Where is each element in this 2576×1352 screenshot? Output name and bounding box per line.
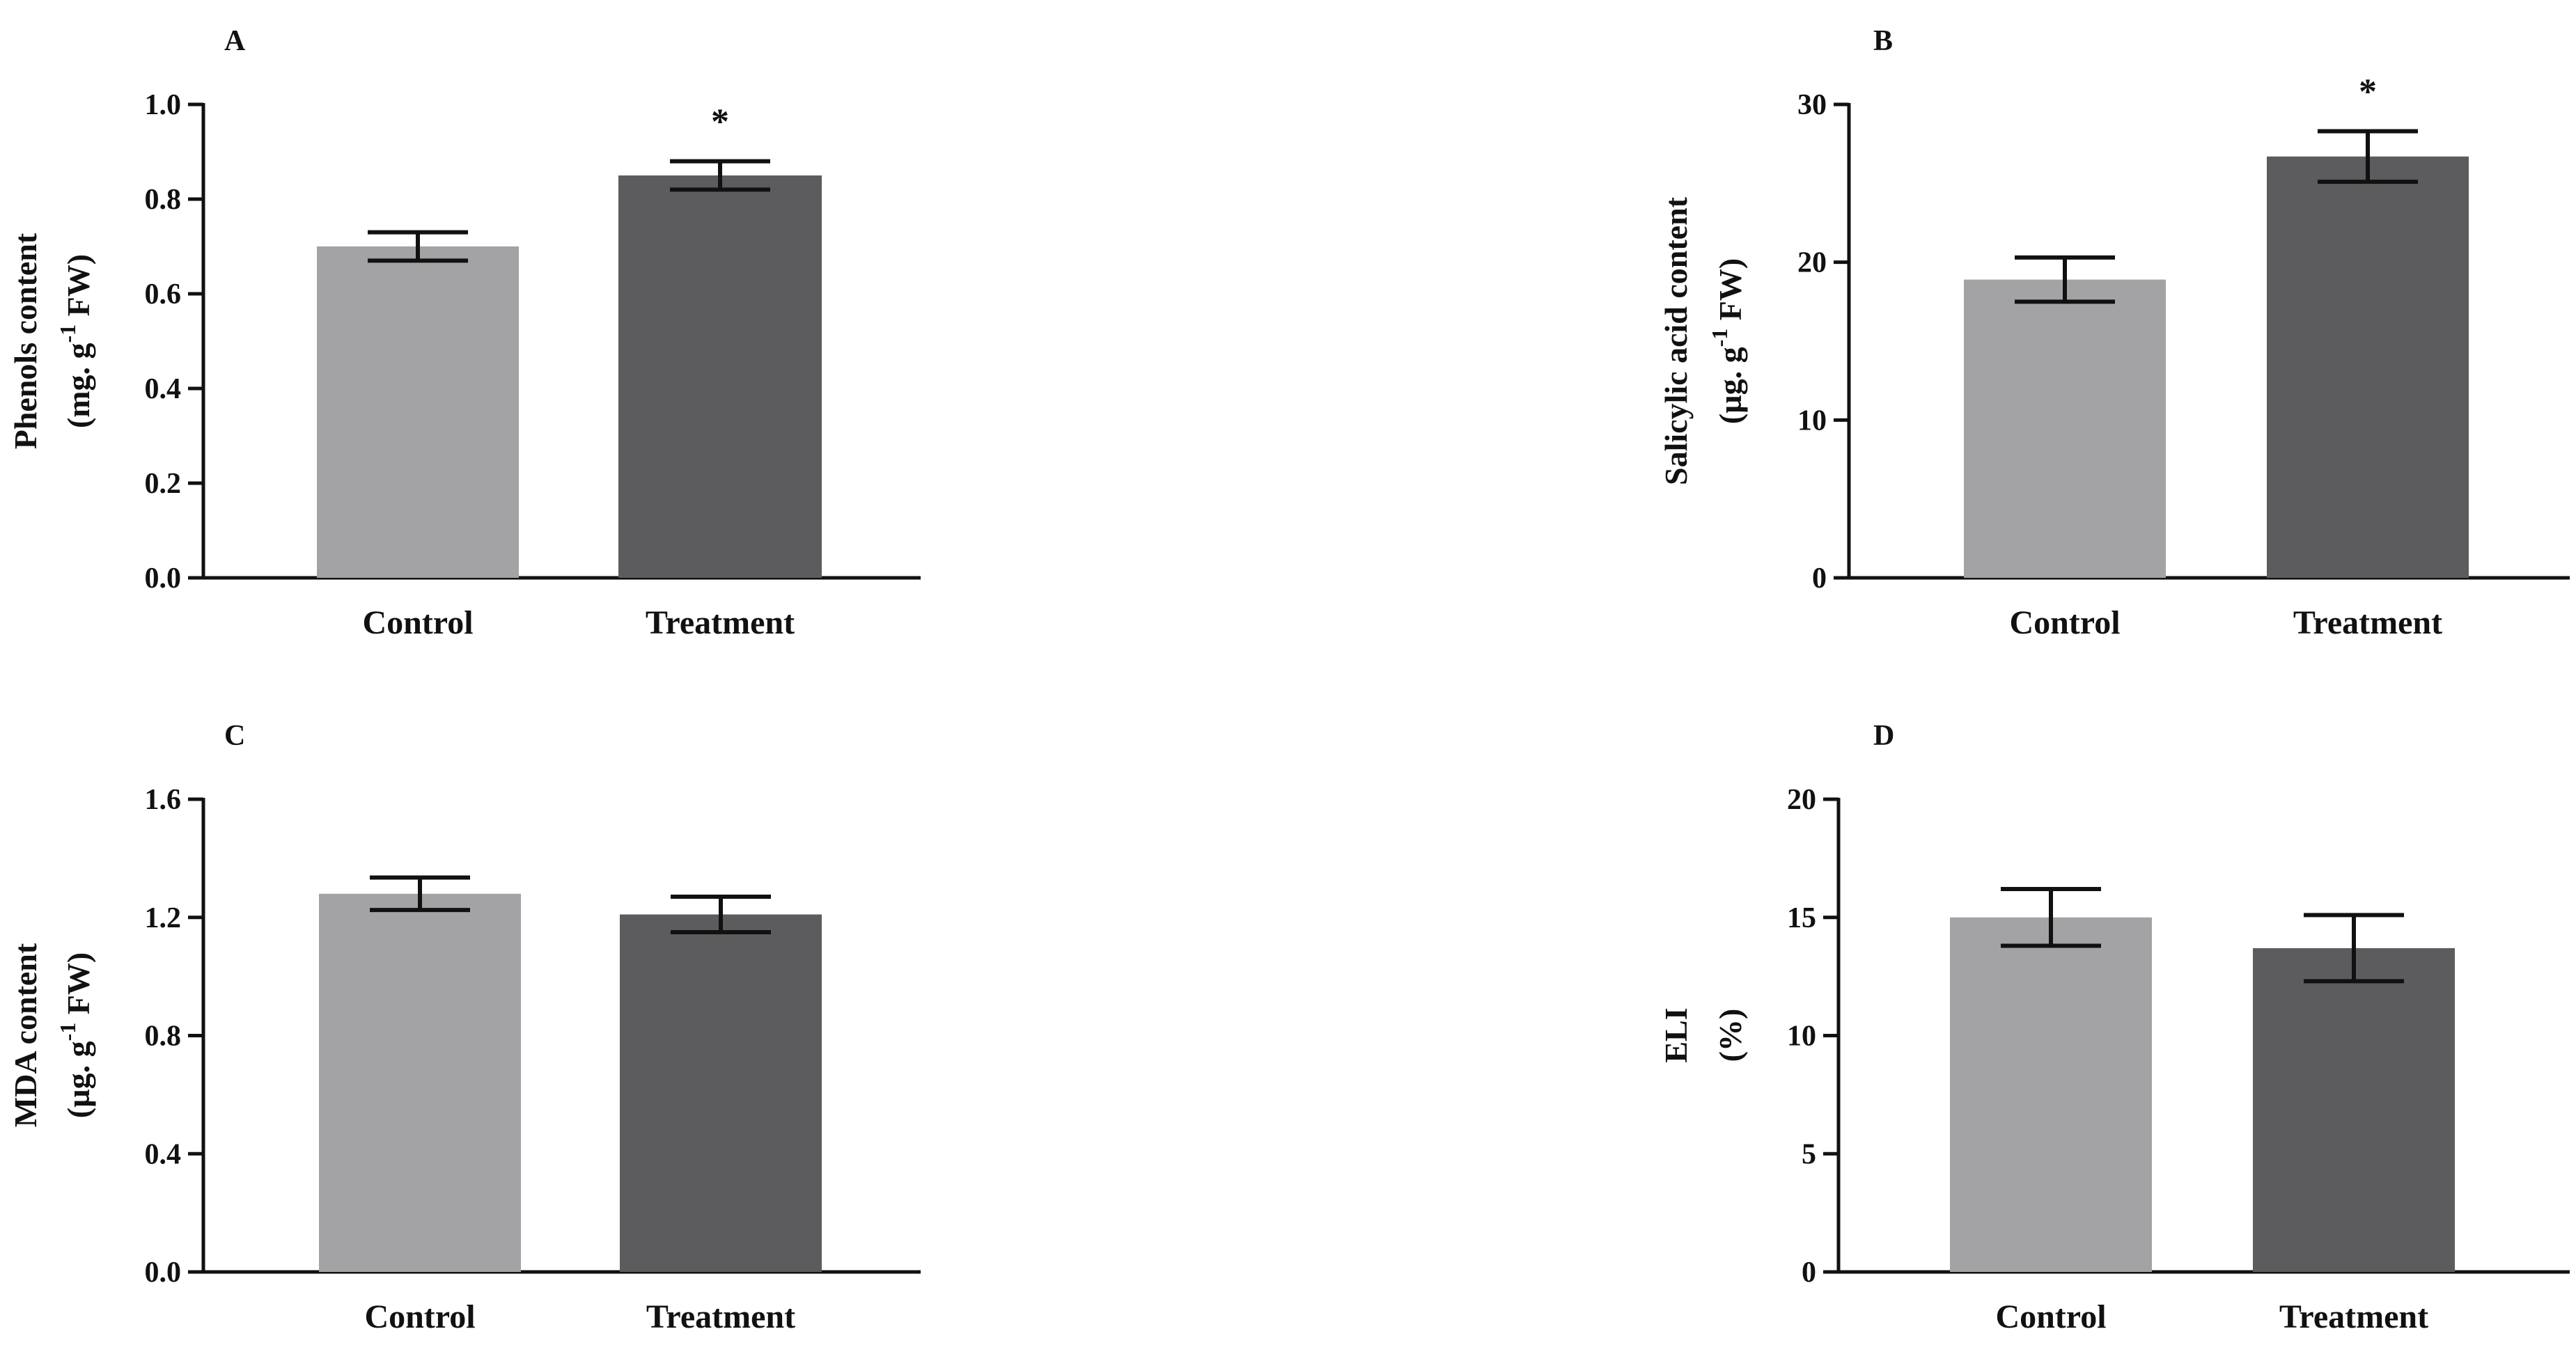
category-label: Treatment bbox=[646, 604, 795, 641]
bar-control bbox=[319, 893, 521, 1272]
category-label: Treatment bbox=[646, 1298, 795, 1335]
y-tick-label: 20 bbox=[1787, 784, 1816, 816]
panel-letter: D bbox=[1873, 720, 1894, 752]
y-axis-label-line2: (µg. g-1 FW) bbox=[1707, 258, 1748, 424]
y-tick-label: 1.2 bbox=[145, 902, 182, 934]
y-tick-label: 0.8 bbox=[145, 1021, 182, 1053]
panel-letter: A bbox=[224, 25, 246, 57]
category-label: Treatment bbox=[2293, 604, 2442, 641]
y-tick-label: 0 bbox=[1812, 563, 1827, 595]
y-axis-label-unit-prefix: (%) bbox=[1712, 1009, 1748, 1062]
y-tick-label: 0.6 bbox=[145, 278, 182, 311]
y-axis-label-unit-prefix: (µg. g bbox=[1712, 347, 1748, 424]
y-tick-label: 0.8 bbox=[145, 184, 182, 216]
significance-mark: * bbox=[711, 102, 729, 142]
y-axis-label-superscript: -1 bbox=[55, 1023, 80, 1041]
bar-control bbox=[1964, 279, 2166, 578]
y-tick-label: 0.4 bbox=[145, 1138, 182, 1170]
y-axis-label-line2: (mg. g-1 FW) bbox=[55, 254, 96, 428]
category-label: Treatment bbox=[2279, 1298, 2428, 1335]
panel-letter: B bbox=[1873, 25, 1893, 57]
category-label: Control bbox=[364, 1298, 475, 1335]
y-axis-label-unit-prefix: (µg. g bbox=[61, 1041, 96, 1118]
panel-letter: C bbox=[224, 720, 245, 752]
y-axis-label-superscript: -1 bbox=[55, 324, 80, 343]
y-axis-label-line1: Salicylic acid content bbox=[1658, 196, 1694, 485]
significance-mark: * bbox=[2359, 72, 2377, 112]
y-axis-label-superscript: -1 bbox=[1707, 329, 1732, 347]
y-tick-label: 5 bbox=[1802, 1138, 1816, 1170]
y-axis-label-line1: ELI bbox=[1658, 1007, 1694, 1062]
y-axis-label-unit-suffix: FW) bbox=[61, 254, 96, 324]
y-tick-label: 0.4 bbox=[145, 373, 182, 405]
bar-treatment bbox=[618, 175, 822, 578]
y-tick-label: 0 bbox=[1802, 1257, 1816, 1289]
y-axis-label-unit-suffix: FW) bbox=[61, 952, 96, 1023]
y-tick-label: 10 bbox=[1787, 1021, 1816, 1053]
bar-treatment bbox=[2267, 156, 2469, 579]
panel-b: B 0 10 20 30 Control Treatment * Salicylic acid … bbox=[1658, 25, 2570, 641]
y-tick-label: 30 bbox=[1797, 89, 1827, 121]
y-tick-label: 0.0 bbox=[145, 1257, 182, 1289]
y-axis-label-unit-prefix: (mg. g bbox=[61, 343, 96, 428]
panel-c: C 0.0 0.4 0.8 1.2 1.6 Control Treatment MDA cont… bbox=[8, 720, 921, 1335]
bar-treatment bbox=[620, 914, 822, 1272]
category-label: Control bbox=[362, 604, 473, 641]
y-axis-label-line1: Phenols content bbox=[8, 233, 43, 449]
bar-treatment bbox=[2253, 948, 2455, 1272]
bar-control bbox=[1950, 917, 2152, 1272]
category-label: Control bbox=[2009, 604, 2120, 641]
y-tick-label: 20 bbox=[1797, 247, 1827, 279]
y-tick-label: 1.6 bbox=[145, 784, 182, 816]
panel-d: D 0 5 10 15 20 Control Treatment ELI (%) bbox=[1658, 720, 2570, 1335]
y-tick-label: 1.0 bbox=[145, 89, 182, 121]
y-tick-label: 10 bbox=[1797, 404, 1827, 437]
panel-a: A 0.0 0.2 0.4 0.6 0.8 1.0 Control Treatment * Phen… bbox=[8, 25, 921, 641]
bar-control bbox=[317, 246, 519, 578]
y-tick-label: 0.0 bbox=[145, 563, 182, 595]
y-axis-label-line2: (%) bbox=[1712, 1009, 1748, 1062]
y-tick-label: 0.2 bbox=[145, 468, 182, 500]
y-axis-label-line2: (µg. g-1 FW) bbox=[55, 952, 96, 1118]
y-axis-label-unit-suffix: FW) bbox=[1712, 258, 1748, 329]
y-tick-label: 15 bbox=[1787, 902, 1816, 934]
y-axis-label-line1: MDA content bbox=[8, 943, 43, 1127]
category-label: Control bbox=[1995, 1298, 2106, 1335]
